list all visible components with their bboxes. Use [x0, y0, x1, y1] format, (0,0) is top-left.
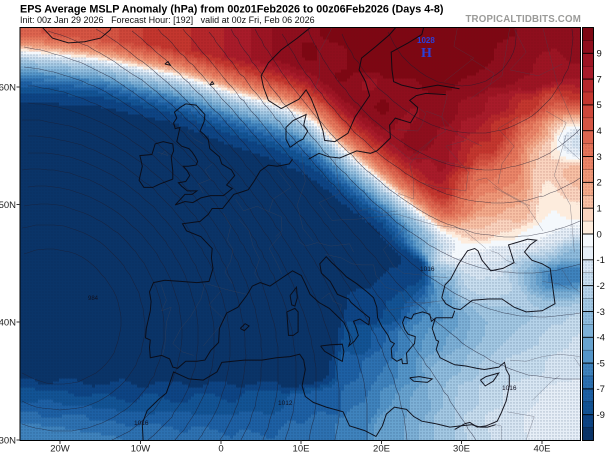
svg-text:984: 984: [88, 296, 99, 302]
svg-text:10E: 10E: [293, 444, 310, 453]
svg-text:-2: -2: [597, 281, 605, 292]
svg-text:-7: -7: [597, 384, 605, 395]
svg-text:20W: 20W: [50, 444, 70, 453]
svg-text:4: 4: [597, 126, 602, 137]
svg-text:-4: -4: [597, 333, 605, 344]
svg-text:-1: -1: [597, 255, 605, 266]
svg-text:20E: 20E: [373, 444, 390, 453]
svg-text:1028: 1028: [417, 36, 435, 45]
svg-text:0: 0: [218, 444, 223, 453]
svg-text:H: H: [421, 46, 432, 61]
svg-text:1016: 1016: [134, 420, 149, 427]
svg-text:40N: 40N: [0, 317, 16, 328]
svg-text:3: 3: [597, 152, 602, 163]
svg-text:7: 7: [597, 74, 602, 85]
svg-text:1012: 1012: [278, 400, 293, 407]
svg-text:-3: -3: [597, 307, 605, 318]
svg-text:0: 0: [597, 229, 602, 240]
svg-text:TROPICALTIDBITS.COM: TROPICALTIDBITS.COM: [465, 14, 581, 25]
svg-text:-9: -9: [597, 410, 605, 421]
svg-text:50N: 50N: [0, 200, 16, 211]
svg-text:10W: 10W: [131, 444, 151, 453]
svg-text:9: 9: [597, 49, 602, 60]
svg-text:40E: 40E: [534, 444, 551, 453]
svg-text:1: 1: [597, 203, 602, 214]
svg-text:30N: 30N: [0, 435, 16, 446]
svg-text:-5: -5: [597, 358, 605, 369]
svg-text:30E: 30E: [453, 444, 470, 453]
svg-text:5: 5: [597, 100, 602, 111]
svg-text:60N: 60N: [0, 82, 16, 93]
svg-text:EPS Average MSLP Anomaly (hPa): EPS Average MSLP Anomaly (hPa) from 00z0…: [20, 4, 444, 16]
svg-text:1016: 1016: [420, 266, 435, 273]
svg-text:Init: 00z Jan 29 2026 Foreca: Init: 00z Jan 29 2026 Forecast Hour: [19…: [20, 15, 315, 25]
svg-text:1016: 1016: [502, 385, 517, 392]
svg-text:2: 2: [597, 178, 602, 189]
